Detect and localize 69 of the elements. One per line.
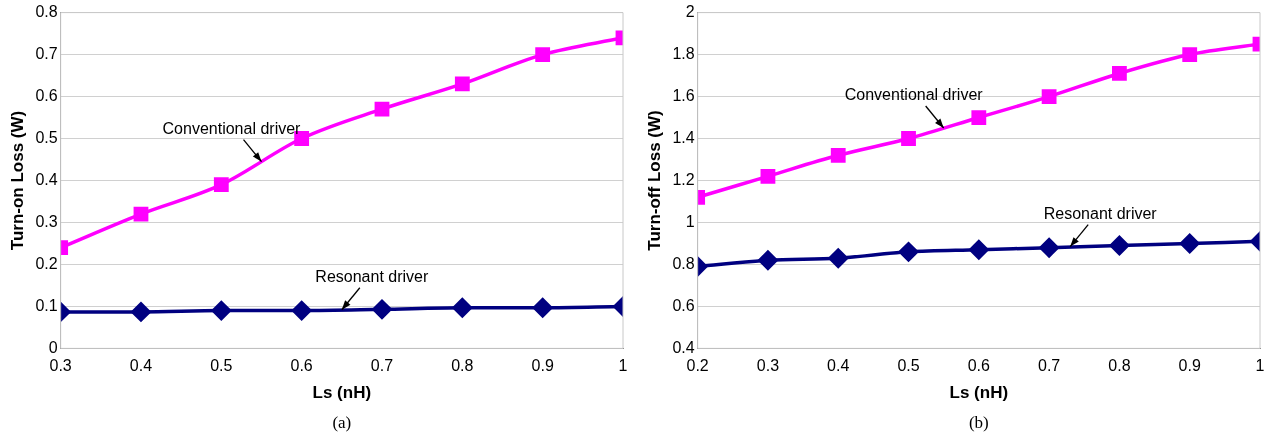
y-tick-label: 2 (685, 3, 695, 21)
point (901, 131, 916, 146)
y-tick-label: 0.7 (35, 44, 58, 62)
point (760, 168, 776, 184)
point (213, 177, 229, 193)
point (830, 147, 846, 163)
point (372, 299, 392, 320)
y-tick-label: 1.2 (672, 170, 695, 188)
point (1039, 237, 1059, 258)
x-tick-label: 0.4 (827, 357, 850, 375)
point (131, 302, 151, 322)
x-tick-label: 0.9 (1178, 357, 1201, 375)
x-tick-label: 0.7 (1037, 357, 1061, 375)
x-tick-label: 0.5 (210, 357, 233, 375)
x-tick-label: 0.9 (531, 357, 554, 375)
point (291, 300, 312, 321)
point (1112, 66, 1127, 81)
x-tick-label: 0.6 (967, 357, 991, 375)
text: (a) (332, 412, 352, 432)
y-tick-label: 1 (685, 212, 695, 230)
point (1179, 233, 1200, 254)
x-tick-label: 0.3 (49, 357, 72, 375)
y-tick-label: 0.4 (35, 170, 58, 188)
point (828, 248, 848, 268)
y-tick-label: 0.3 (35, 212, 58, 230)
annotation: Resonant driver (1043, 205, 1158, 223)
annotation: Resonant driver (315, 268, 429, 286)
text: (b) (968, 412, 989, 432)
y-axis-title: Turn-off Loss (W) (644, 110, 664, 251)
x-tick-label: 0.7 (370, 357, 394, 375)
x-axis-title: Ls (nH) (949, 383, 1009, 403)
y-tick-label: 0.8 (35, 3, 58, 21)
y-tick-label: 1.4 (672, 128, 695, 146)
y-tick-label: 0.5 (35, 128, 58, 146)
x-tick-label: 0.4 (129, 357, 153, 375)
annotation: Conventional driver (162, 120, 302, 138)
y-tick-label: 0.4 (672, 338, 695, 356)
point (535, 47, 551, 62)
point (898, 242, 919, 262)
y-tick-label: 0.2 (35, 254, 58, 272)
y-tick-label: 0.6 (35, 86, 58, 104)
y-tick-label: 0.8 (672, 254, 695, 272)
point (133, 206, 149, 222)
x-tick-label: 1 (1255, 357, 1265, 375)
point (454, 76, 470, 92)
y-tick-label: 1.8 (672, 44, 695, 62)
point (1182, 47, 1198, 62)
y-axis-title: Turn-on Loss (W) (7, 110, 27, 251)
point (211, 300, 232, 321)
y-tick-label: 0 (48, 338, 58, 356)
annotation: Conventional driver (844, 86, 984, 104)
x-tick-label: 0.5 (897, 357, 920, 375)
x-tick-label: 0.6 (290, 357, 313, 375)
point (1041, 89, 1057, 104)
point (452, 297, 473, 318)
point (532, 297, 553, 318)
x-axis-title: Ls (nH) (312, 383, 372, 403)
x-tick-label: 0.8 (451, 357, 474, 375)
point (758, 250, 778, 270)
y-tick-label: 1.6 (672, 86, 695, 104)
point (969, 240, 989, 260)
point (1109, 235, 1130, 256)
y-tick-label: 0.1 (35, 296, 58, 314)
x-tick-label: 1 (618, 357, 628, 375)
y-tick-label: 0.6 (672, 296, 695, 314)
x-tick-label: 0.3 (756, 357, 780, 375)
x-tick-label: 0.8 (1108, 357, 1131, 375)
point (374, 101, 390, 117)
point (971, 110, 987, 125)
